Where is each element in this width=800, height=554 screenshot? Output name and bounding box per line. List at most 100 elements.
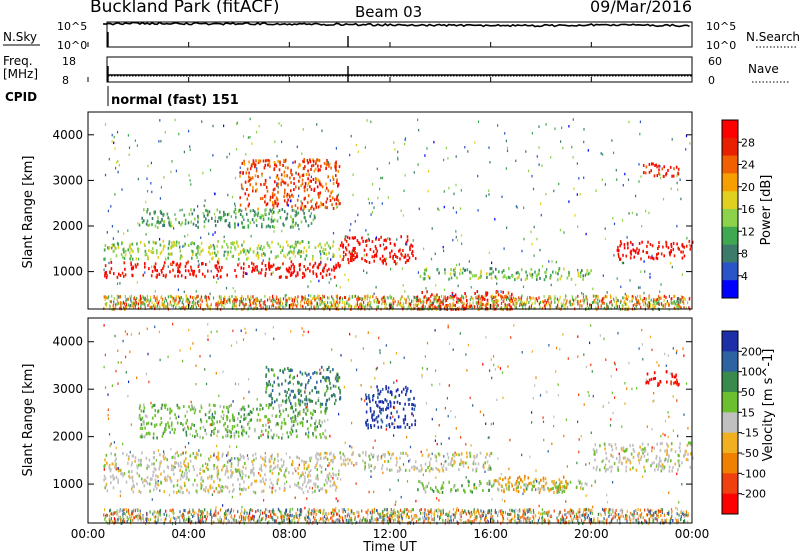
data-point [171,303,173,307]
data-point [341,297,344,301]
data-point [450,276,453,280]
data-point [450,459,453,463]
data-point [616,248,619,252]
data-point [192,465,195,468]
data-point [414,423,416,427]
data-point [687,301,689,305]
data-point [116,297,118,301]
data-point [492,483,495,487]
data-point [510,295,512,299]
data-point [124,267,126,271]
data-point [236,423,239,427]
data-point [328,397,331,401]
data-point [523,483,525,487]
data-point [275,196,278,200]
data-point [212,154,214,157]
data-point [169,411,171,415]
data-point [258,436,260,440]
data-point [253,299,255,303]
data-point [221,485,223,489]
data-point [170,295,172,298]
data-point [217,239,219,243]
data-point [601,301,604,305]
data-point [375,286,377,289]
data-point [371,413,373,417]
data-point [240,300,242,304]
data-point [377,298,379,302]
data-point [290,271,292,275]
data-point [321,269,324,273]
data-point [169,303,171,306]
data-point [626,298,628,301]
data-point [275,164,278,168]
data-point [315,296,317,300]
data-point [214,192,216,196]
data-point [315,464,317,468]
data-point [262,252,265,255]
data-point [155,423,158,427]
data-point [227,253,229,257]
data-point [298,186,300,189]
data-point [155,241,157,245]
data-point [516,206,518,209]
data-point [266,242,269,246]
data-point [568,200,570,203]
data-point [231,425,234,429]
data-point [631,211,633,215]
data-point [253,210,256,214]
data-point [110,205,112,208]
data-point [581,292,583,295]
data-point [281,399,284,403]
data-point [426,484,428,488]
data-point [635,305,637,309]
data-point [215,281,218,284]
data-point [321,420,323,424]
data-point [264,159,267,163]
data-point [292,389,294,393]
data-point [580,304,582,308]
data-point [231,473,233,477]
data-point [139,300,141,304]
data-point [636,301,639,304]
data-point [114,453,117,457]
data-point [191,256,193,260]
data-point [131,242,134,246]
data-point [184,265,187,268]
data-point [179,262,182,266]
data-point [655,256,658,260]
data-point [268,267,271,271]
data-point [250,469,252,472]
data-point [418,299,420,303]
data-point [305,432,307,436]
data-point [277,266,279,270]
data-point [223,253,225,257]
data-point [639,302,641,306]
data-point [301,400,304,404]
data-point [391,249,393,253]
data-point [684,298,686,302]
data-point [273,161,276,164]
data-point [564,297,566,301]
data-point [249,419,252,422]
data-point [247,485,250,489]
data-point [174,413,176,417]
data-point [505,294,507,298]
data-point [400,235,402,239]
data-point [485,194,487,198]
data-point [447,456,450,460]
data-point [170,409,173,413]
data-point [139,459,142,463]
data-point [141,435,143,439]
data-point [289,274,292,277]
data-point [493,305,495,309]
data-point [469,270,471,274]
data-point [549,295,551,299]
data-point [332,231,335,235]
data-point [399,402,401,405]
data-point [260,271,262,275]
data-point [315,456,318,460]
data-point [219,275,222,279]
data-point [387,237,389,240]
data-point [576,193,578,196]
data-point [326,386,329,390]
